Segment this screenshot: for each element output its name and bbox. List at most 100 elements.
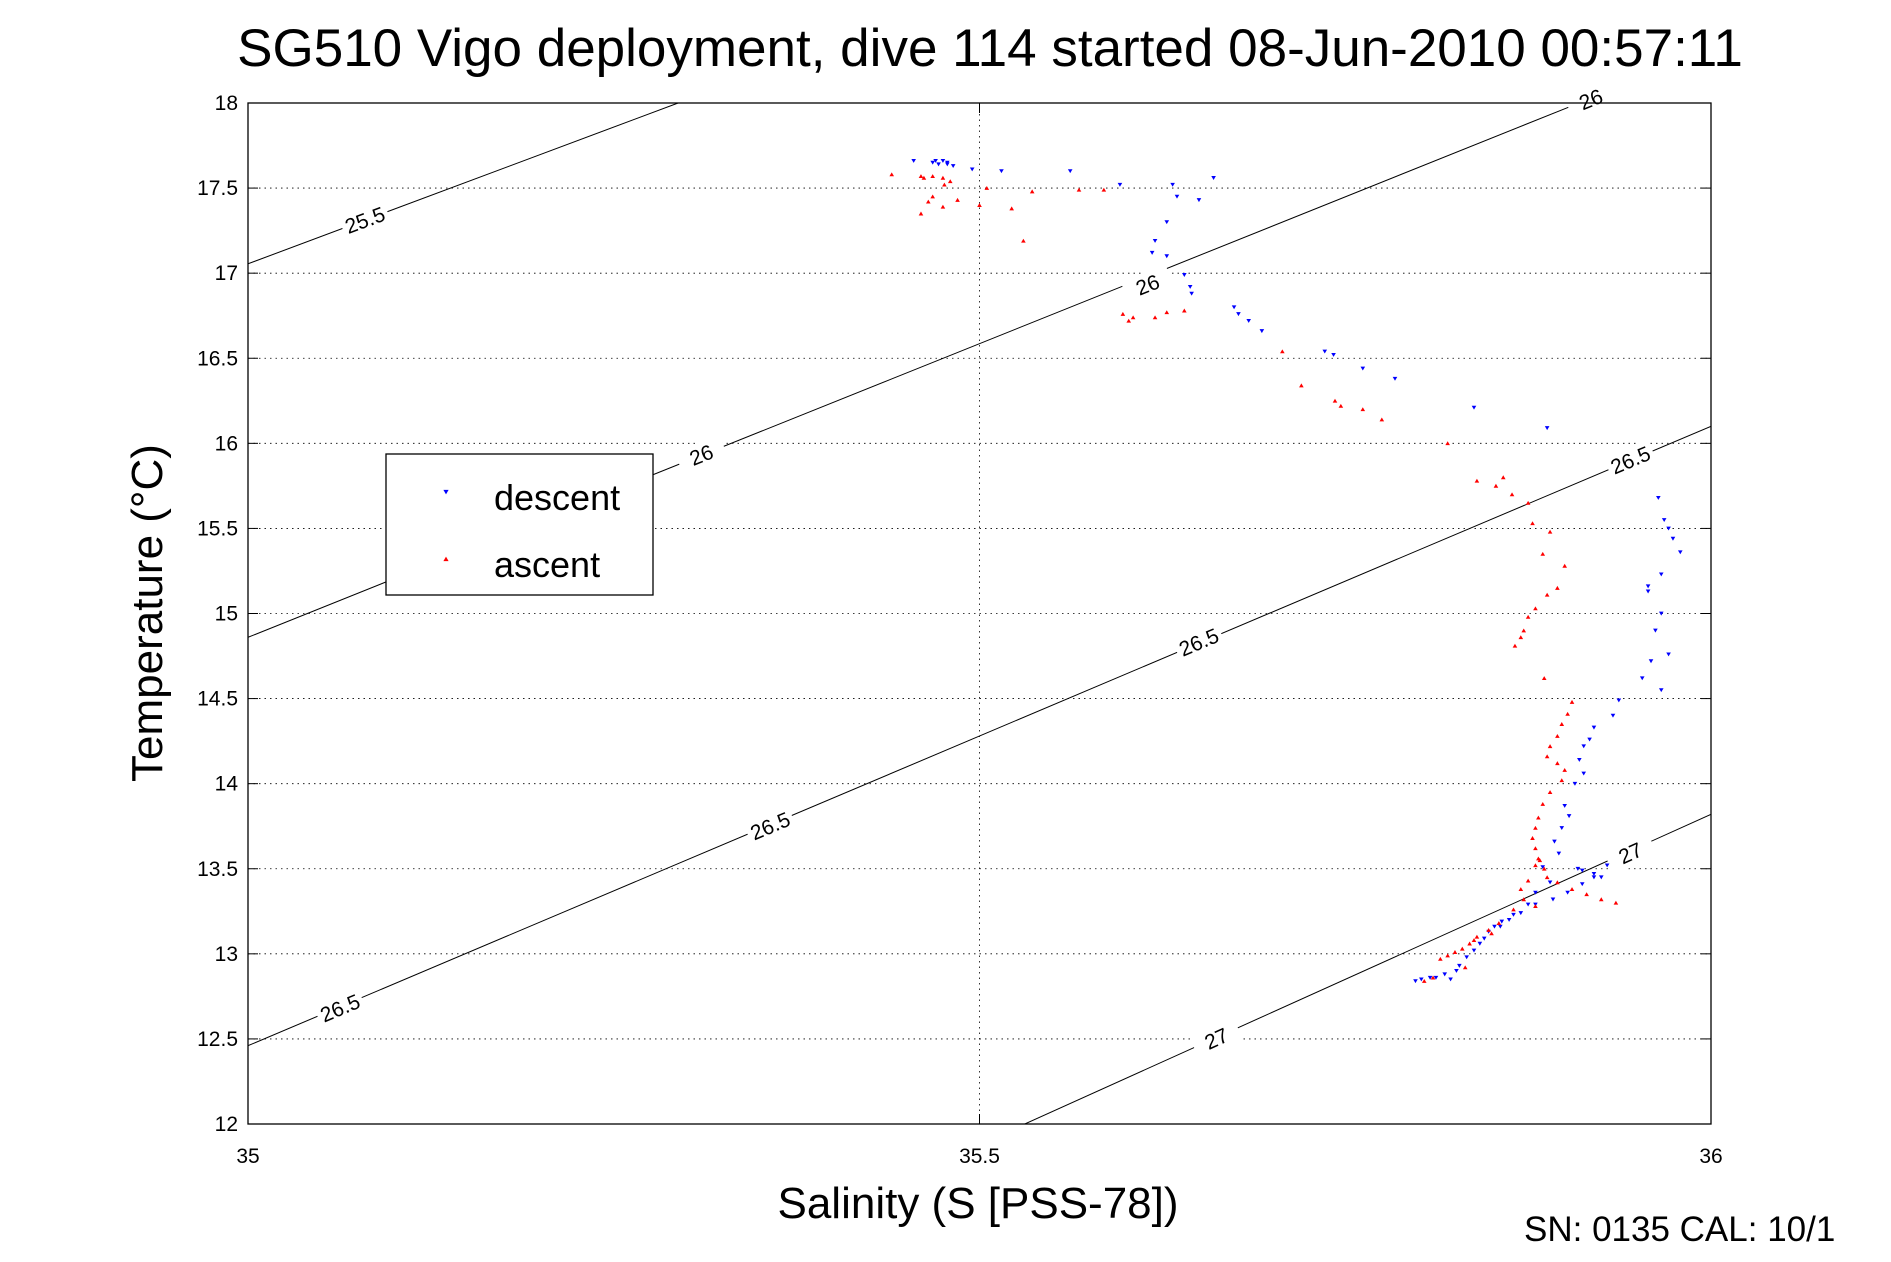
legend: descent ascent [385, 453, 654, 596]
legend-label-descent: descent [494, 477, 620, 518]
contour-label-gap [1603, 831, 1658, 876]
descent-point [999, 169, 1004, 174]
ascent-point [1544, 875, 1550, 880]
descent-point [1639, 676, 1645, 681]
descent-point [1427, 975, 1433, 980]
y-tick-label: 14 [215, 773, 239, 796]
legend-label-ascent: ascent [494, 544, 600, 585]
y-tick-label: 16 [215, 432, 238, 455]
ascent-point [1525, 500, 1531, 505]
ascent-point [1569, 699, 1575, 704]
ascent-point [1555, 585, 1560, 590]
ascent-point [1509, 492, 1515, 497]
descent-point [1666, 652, 1671, 657]
descent-point [1540, 865, 1546, 870]
x-axis-label: Salinity (S [PSS-78]) [777, 1179, 1178, 1228]
y-tick-label: 18 [215, 92, 238, 115]
descent-point [933, 159, 938, 163]
legend-marker-ascent [443, 556, 449, 562]
descent-point [930, 160, 935, 165]
ascent-point [942, 182, 947, 187]
ascent-point [1182, 308, 1187, 313]
descent-point [1211, 176, 1216, 180]
chart-title: SG510 Vigo deployment, dive 114 started … [237, 19, 1743, 78]
ascent-point [918, 174, 924, 179]
ascent-point [1521, 897, 1527, 902]
x-tick-label: 35 [236, 1145, 259, 1168]
ascent-point [1547, 744, 1553, 749]
contour-label-gap [1603, 439, 1658, 482]
ascent-point [921, 175, 927, 180]
descent-point [1591, 725, 1597, 730]
contour-label-gap [1120, 264, 1175, 307]
descent-point [1182, 273, 1187, 277]
descent-point [1645, 589, 1651, 594]
descent-point [911, 159, 916, 163]
contour-label-group: 26 [674, 434, 729, 477]
descent-point [1196, 198, 1202, 203]
descent-point [1498, 924, 1503, 929]
descent-point [1499, 919, 1505, 924]
isopycnal-line [248, 425, 1711, 1047]
ascent-point [1459, 946, 1465, 951]
ascent-point [1540, 802, 1546, 806]
descent-point [940, 159, 946, 163]
descent-point [1419, 977, 1424, 982]
descent-point [1331, 353, 1336, 357]
descent-point [1471, 405, 1477, 410]
ascent-point [1421, 978, 1427, 983]
ascent-point [1009, 206, 1014, 211]
ascent-point [1544, 592, 1550, 597]
descent-point [1477, 941, 1483, 946]
descent-point [1170, 182, 1175, 187]
ascent-point [1562, 767, 1567, 772]
y-tick-label: 13.5 [197, 858, 238, 881]
ascent-point [1474, 478, 1480, 483]
descent-point [1579, 882, 1585, 887]
ascent-point [1530, 836, 1535, 840]
ascent-point [1152, 315, 1158, 320]
ascent-point [1126, 318, 1132, 323]
descent-point [1591, 872, 1597, 876]
y-tick-label: 14.5 [197, 688, 238, 711]
descent-point [1457, 963, 1462, 968]
descent-point [1591, 875, 1597, 880]
descent-point [1677, 550, 1683, 555]
descent-point [950, 164, 956, 169]
ascent-point [1544, 754, 1550, 759]
x-tick-label: 36 [1699, 1145, 1722, 1168]
ascent-point [1555, 880, 1560, 885]
descent-point [1117, 182, 1123, 187]
descent-point [1656, 495, 1661, 500]
ascent-point [1430, 975, 1436, 980]
descent-point [1533, 890, 1538, 895]
descent-point [1149, 250, 1155, 255]
ascent-point [1555, 761, 1560, 766]
contour-label-gap [1563, 78, 1619, 121]
ascent-point [1547, 790, 1553, 795]
ascent-point [1445, 953, 1450, 958]
descent-point [1559, 826, 1565, 830]
descent-point [1598, 875, 1604, 880]
descent-point [1645, 584, 1651, 589]
contour-label-group: 26 [1120, 264, 1175, 307]
ascent-point [1452, 950, 1458, 954]
ascent-point [1530, 521, 1535, 526]
ascent-point [1541, 676, 1547, 681]
descent-point [1658, 572, 1664, 577]
descent-point [1464, 955, 1469, 960]
descent-point [1518, 911, 1524, 916]
ascent-point [1445, 441, 1450, 446]
y-tick-label: 15 [215, 603, 238, 626]
contour-label-gap [1189, 1017, 1244, 1061]
ascent-point [1565, 711, 1570, 716]
descent-point [1616, 698, 1622, 703]
descent-point [1506, 917, 1512, 922]
descent-point [1575, 866, 1581, 871]
descent-point [1666, 526, 1671, 531]
ascent-point [1559, 722, 1565, 726]
ascent-point [1562, 563, 1567, 568]
descent-point [945, 160, 950, 165]
legend-marker-descent [443, 489, 449, 495]
